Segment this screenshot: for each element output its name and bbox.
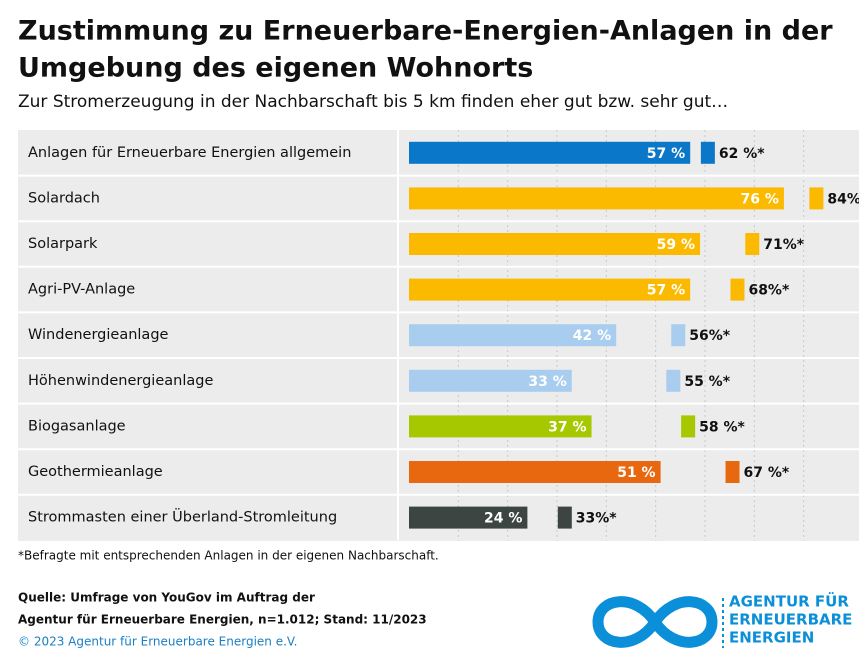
marker bbox=[557, 506, 572, 529]
category-label: Biogasanlage bbox=[28, 418, 126, 434]
bar bbox=[409, 141, 691, 164]
category-label: Solardach bbox=[28, 190, 100, 206]
category-label: Solarpark bbox=[28, 236, 98, 252]
bar bbox=[409, 324, 617, 347]
marker bbox=[681, 415, 696, 438]
marker bbox=[700, 141, 715, 164]
chart-title: Umgebung des eigenen Wohnorts bbox=[18, 53, 533, 84]
marker bbox=[725, 461, 740, 483]
marker-label: 67 %* bbox=[744, 465, 790, 481]
marker-label: 62 %* bbox=[719, 146, 765, 162]
marker-label: 68%* bbox=[748, 283, 790, 299]
category-label: Anlagen für Erneuerbare Energien allgeme… bbox=[28, 145, 351, 161]
copyright: © 2023 Agentur für Erneuerbare Energien … bbox=[18, 635, 297, 649]
bar bbox=[409, 506, 528, 529]
logo-text: AGENTUR FÜR bbox=[729, 592, 849, 611]
bar bbox=[409, 233, 701, 255]
source: Quelle: Umfrage von YouGov im Auftrag de… bbox=[18, 591, 315, 605]
bar-label: 33 % bbox=[528, 374, 566, 390]
source: Agentur für Erneuerbare Energien, n=1.01… bbox=[18, 613, 427, 627]
bar-label: 59 % bbox=[657, 237, 695, 253]
bar bbox=[409, 369, 572, 392]
marker-label: 55 %* bbox=[684, 374, 730, 390]
bar-label: 57 % bbox=[647, 146, 685, 162]
bar bbox=[409, 278, 691, 301]
logo-text: ENERGIEN bbox=[729, 629, 814, 647]
bar-label: 76 % bbox=[741, 191, 779, 207]
marker-label: 84% bbox=[827, 191, 859, 207]
category-label: Windenergieanlage bbox=[28, 327, 169, 343]
logo-text: ERNEUERBARE bbox=[729, 611, 852, 629]
marker bbox=[809, 187, 824, 210]
marker bbox=[666, 369, 681, 392]
logo-mark bbox=[592, 596, 718, 648]
bar bbox=[409, 187, 784, 210]
category-label: Strommasten einer Überland-Stromleitung bbox=[28, 508, 337, 526]
category-label: Agri-PV-Anlage bbox=[28, 282, 135, 298]
subtitle: Zur Stromerzeugung in der Nachbarschaft … bbox=[18, 92, 728, 112]
marker bbox=[730, 278, 745, 301]
footnote: *Befragte mit entsprechenden Anlagen in … bbox=[18, 549, 439, 563]
marker-label: 56%* bbox=[689, 328, 731, 344]
marker bbox=[671, 324, 686, 347]
marker bbox=[745, 233, 760, 255]
category-label: Geothermieanlage bbox=[28, 464, 163, 480]
bar-label: 57 % bbox=[647, 283, 685, 299]
bar-label: 42 % bbox=[573, 328, 611, 344]
bar-label: 37 % bbox=[548, 419, 586, 435]
chart-title: Zustimmung zu Erneuerbare-Energien-Anlag… bbox=[18, 16, 833, 47]
bar-label: 24 % bbox=[484, 511, 522, 527]
marker-label: 58 %* bbox=[699, 419, 745, 435]
category-label: Höhenwindenergieanlage bbox=[28, 373, 213, 389]
bar-label: 51 % bbox=[617, 465, 655, 481]
marker-label: 33%* bbox=[576, 511, 618, 527]
bar bbox=[409, 415, 592, 438]
marker-label: 71%* bbox=[763, 237, 805, 253]
bar bbox=[409, 461, 661, 483]
